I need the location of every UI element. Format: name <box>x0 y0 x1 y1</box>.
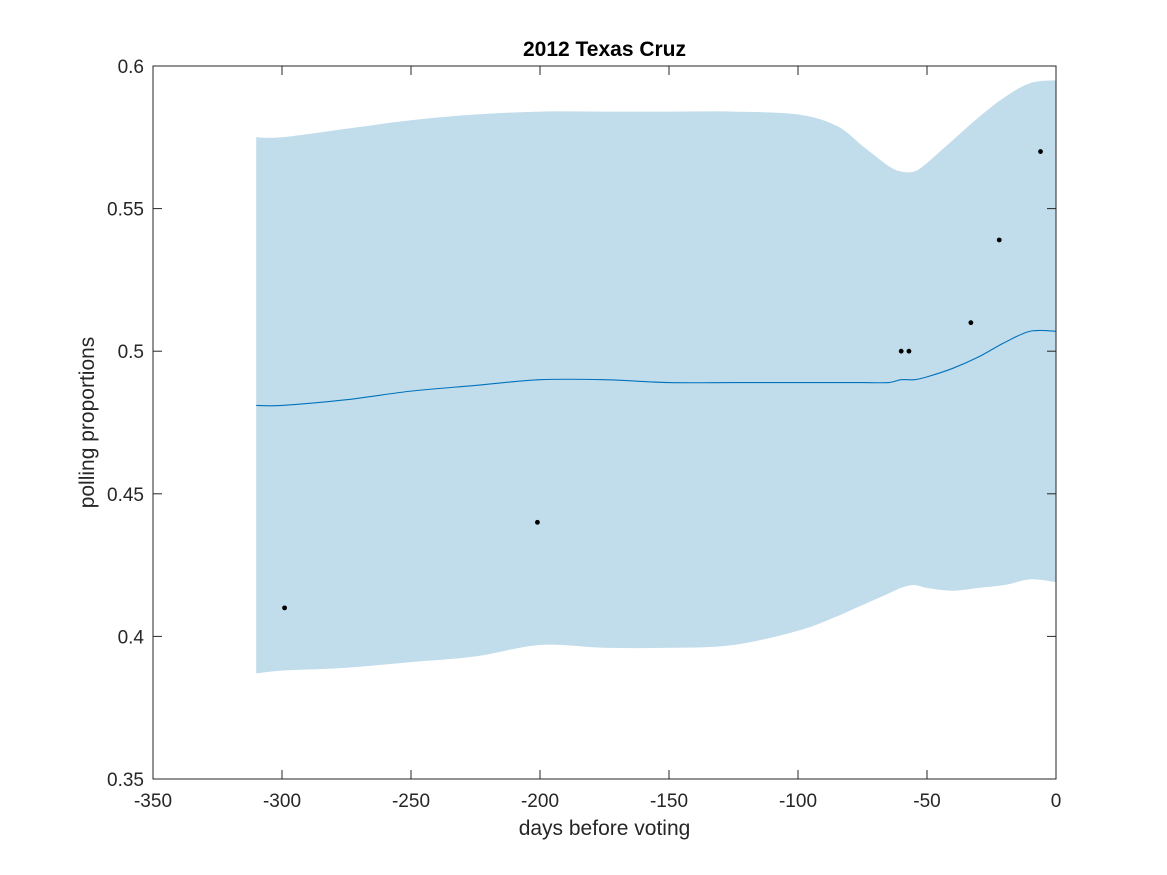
confidence-band <box>256 80 1056 674</box>
data-point <box>996 237 1002 243</box>
axes: -350 -300 -250 -200 -150 -100 -50 0 0.35 0.4 0.45 0… <box>107 57 1061 812</box>
x-tick-label: 0 <box>1051 791 1062 812</box>
x-axis-label: days before voting <box>519 817 691 840</box>
y-tick-label: 0.6 <box>118 57 144 78</box>
y-tick-label: 0.55 <box>107 200 144 221</box>
data-point <box>906 348 912 354</box>
x-tick-label: -50 <box>913 791 940 812</box>
y-tick-label: 0.5 <box>118 342 144 363</box>
x-tick-label: -350 <box>134 791 172 812</box>
x-tick-label: -100 <box>779 791 817 812</box>
x-tick-label: -200 <box>521 791 559 812</box>
data-point <box>1038 149 1043 154</box>
y-tick-label: 0.45 <box>107 485 144 506</box>
data-point <box>282 605 287 611</box>
data-point <box>898 348 904 354</box>
y-tick-label: 0.35 <box>107 770 144 791</box>
data-point <box>968 320 974 326</box>
y-tick-label: 0.4 <box>118 627 145 648</box>
plot-area <box>256 80 1057 674</box>
chart-title: 2012 Texas Cruz <box>523 38 686 61</box>
y-axis-label: polling proportions <box>76 337 99 509</box>
mean-line <box>256 329 1057 407</box>
data-point <box>535 519 540 525</box>
axes-box <box>152 65 1057 780</box>
x-tick-label: -150 <box>650 791 688 812</box>
x-tick-label: -250 <box>392 791 430 812</box>
x-tick-label: -300 <box>263 791 301 812</box>
